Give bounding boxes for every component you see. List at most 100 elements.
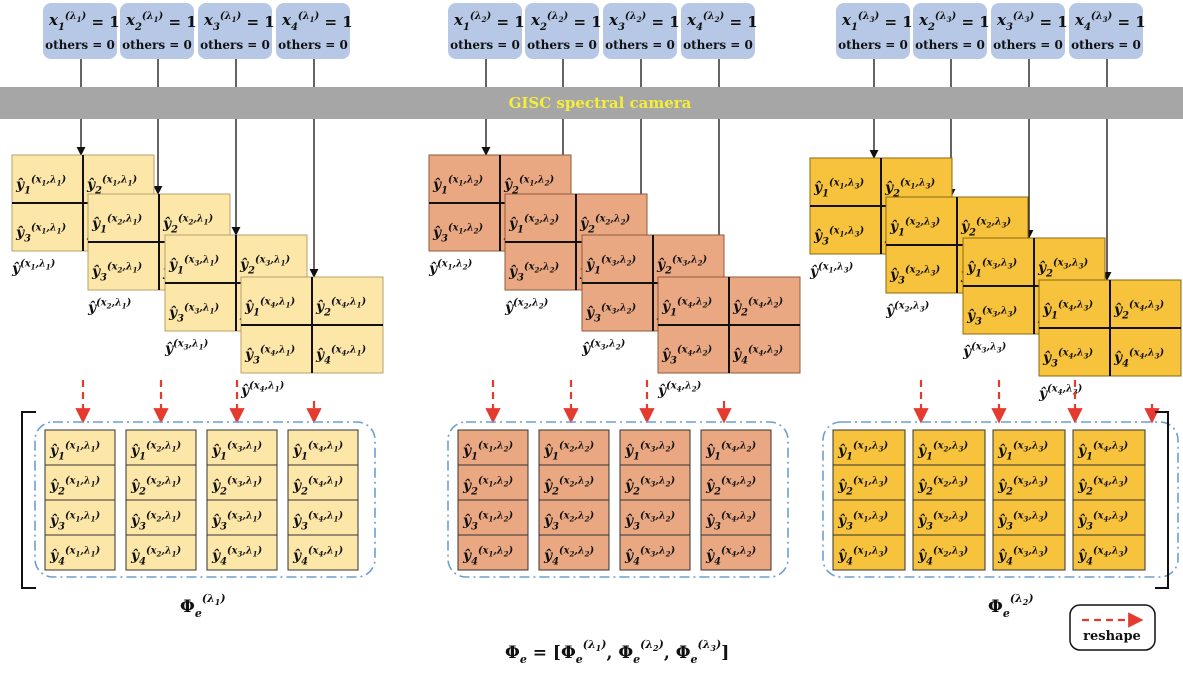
tile-pixel-label: ŷ2(x2,λ1) bbox=[162, 214, 213, 236]
tile-pixel-label: ŷ1(x1,λ1) bbox=[15, 175, 66, 197]
column-cell bbox=[287, 499, 359, 536]
tile-caption: ŷ(x1,λ1) bbox=[11, 259, 56, 277]
column-pixel-label: ŷ4(x1,λ3) bbox=[837, 546, 888, 568]
column-pixel-label: ŷ4(x3,λ1) bbox=[211, 546, 262, 568]
column-pixel-label: ŷ1(x3,λ1) bbox=[211, 441, 262, 463]
column-x1: ŷ1(x1,λ2) ŷ2(x1,λ2) ŷ3(x1,λ2) ŷ4(x1,λ2) bbox=[457, 429, 529, 571]
tile-pixel-label: ŷ2(x1,λ1) bbox=[86, 175, 137, 197]
input-box-others: others = 0 bbox=[915, 38, 985, 52]
input-box bbox=[43, 3, 117, 59]
column-cell bbox=[912, 534, 986, 571]
column-cell bbox=[44, 499, 116, 536]
column-pixel-label: ŷ2(x2,λ2) bbox=[543, 476, 594, 498]
tile-caption: ŷ(x2,λ1) bbox=[87, 298, 132, 316]
input-box bbox=[120, 3, 194, 59]
column-x4: ŷ1(x4,λ2) ŷ2(x4,λ2) ŷ3(x4,λ2) ŷ4(x4,λ2) bbox=[700, 429, 772, 571]
column-cell bbox=[912, 499, 986, 536]
input-box-value: x4(λ3) = 1 bbox=[1074, 11, 1146, 33]
column-x1: ŷ1(x1,λ3) ŷ2(x1,λ3) ŷ3(x1,λ3) ŷ4(x1,λ3) bbox=[832, 429, 906, 571]
column-pixel-label: ŷ3(x2,λ2) bbox=[543, 511, 594, 533]
column-pixel-label: ŷ3(x4,λ2) bbox=[705, 511, 756, 533]
column-pixel-label: ŷ2(x4,λ1) bbox=[292, 476, 343, 498]
phi-label: Φe(λ2) bbox=[988, 592, 1034, 620]
column-x2: ŷ1(x2,λ3) ŷ2(x2,λ3) ŷ3(x2,λ3) ŷ4(x2,λ3) bbox=[912, 429, 986, 571]
column-cell bbox=[206, 499, 278, 536]
column-pixel-label: ŷ1(x1,λ1) bbox=[49, 441, 100, 463]
column-cell bbox=[206, 429, 278, 466]
column-pixel-label: ŷ4(x4,λ1) bbox=[292, 546, 343, 568]
column-pixel-label: ŷ2(x4,λ2) bbox=[705, 476, 756, 498]
tile-caption: ŷ(x3,λ3) bbox=[962, 342, 1007, 360]
column-pixel-label: ŷ2(x2,λ1) bbox=[130, 476, 181, 498]
column-cell bbox=[125, 534, 197, 571]
tile-pixel-label: ŷ3(x1,λ2) bbox=[432, 223, 483, 245]
tile-pixel-label: ŷ2(x2,λ2) bbox=[579, 214, 630, 236]
column-pixel-label: ŷ4(x2,λ1) bbox=[130, 546, 181, 568]
column-pixel-label: ŷ3(x1,λ1) bbox=[49, 511, 100, 533]
tile-pixel-label: ŷ2(x3,λ1) bbox=[239, 255, 290, 277]
column-pixel-label: ŷ1(x1,λ2) bbox=[462, 441, 513, 463]
column-pixel-label: ŷ1(x2,λ2) bbox=[543, 441, 594, 463]
tile-pixel-label: ŷ3(x1,λ3) bbox=[813, 226, 864, 248]
group-frame bbox=[822, 421, 1179, 578]
input-box-others: others = 0 bbox=[45, 38, 115, 52]
column-pixel-label: ŷ2(x3,λ2) bbox=[624, 476, 675, 498]
column-x3: ŷ1(x3,λ3) ŷ2(x3,λ3) ŷ3(x3,λ3) ŷ4(x3,λ3) bbox=[992, 429, 1066, 571]
input-box-value: x3(λ3) = 1 bbox=[996, 11, 1068, 33]
column-pixel-label: ŷ1(x3,λ2) bbox=[624, 441, 675, 463]
input-box bbox=[991, 3, 1065, 59]
column-pixel-label: ŷ1(x2,λ1) bbox=[130, 441, 181, 463]
column-cell bbox=[700, 464, 772, 501]
column-cell bbox=[44, 534, 116, 571]
column-cell bbox=[457, 534, 529, 571]
column-pixel-label: ŷ4(x2,λ2) bbox=[543, 546, 594, 568]
column-cell bbox=[700, 499, 772, 536]
column-x3: ŷ1(x3,λ1) ŷ2(x3,λ1) ŷ3(x3,λ1) ŷ4(x3,λ1) bbox=[206, 429, 278, 571]
input-box-value: x2(λ2) = 1 bbox=[530, 11, 602, 33]
column-cell bbox=[457, 499, 529, 536]
column-pixel-label: ŷ1(x4,λ1) bbox=[292, 441, 343, 463]
tile-pixel-label: ŷ1(x2,λ1) bbox=[91, 214, 142, 236]
camera-label: GISC spectral camera bbox=[509, 94, 692, 112]
input-box-others: others = 0 bbox=[683, 38, 753, 52]
column-cell bbox=[44, 429, 116, 466]
column-x4: ŷ1(x4,λ3) ŷ2(x4,λ3) ŷ3(x4,λ3) ŷ4(x4,λ3) bbox=[1072, 429, 1146, 571]
input-box-value: x3(λ2) = 1 bbox=[608, 11, 680, 33]
column-x4: ŷ1(x4,λ1) ŷ2(x4,λ1) ŷ3(x4,λ1) ŷ4(x4,λ1) bbox=[287, 429, 359, 571]
tile-pixel-label: ŷ4(x4,λ3) bbox=[1113, 348, 1164, 370]
tile-pixel-label: ŷ1(x3,λ1) bbox=[168, 255, 219, 277]
column-pixel-label: ŷ3(x1,λ3) bbox=[837, 511, 888, 533]
tile-pixel-label: ŷ1(x1,λ2) bbox=[432, 175, 483, 197]
tile-caption: ŷ(x4,λ2) bbox=[657, 381, 702, 399]
column-cell bbox=[206, 534, 278, 571]
legend-label: reshape bbox=[1083, 629, 1141, 644]
column-x1: ŷ1(x1,λ1) ŷ2(x1,λ1) ŷ3(x1,λ1) ŷ4(x1,λ1) bbox=[44, 429, 116, 571]
tile-pixel-label: ŷ1(x1,λ3) bbox=[813, 178, 864, 200]
column-pixel-label: ŷ2(x1,λ3) bbox=[837, 476, 888, 498]
input-box-value: x1(λ3) = 1 bbox=[841, 11, 913, 33]
tile-caption: ŷ(x1,λ3) bbox=[809, 262, 854, 280]
column-pixel-label: ŷ2(x1,λ1) bbox=[49, 476, 100, 498]
tile-caption: ŷ(x3,λ1) bbox=[164, 339, 209, 357]
tile-pixel-label: ŷ1(x4,λ3) bbox=[1042, 300, 1093, 322]
tile-pixel-label: ŷ1(x4,λ1) bbox=[244, 297, 295, 319]
input-box bbox=[603, 3, 677, 59]
tile-pixel-label: ŷ2(x1,λ2) bbox=[503, 175, 554, 197]
tile-x4: ŷ1(x4,λ3) ŷ2(x4,λ3)ŷ3(x4,λ3) ŷ4(x4,λ3)ŷ(x4… bbox=[1038, 279, 1182, 402]
column-cell bbox=[1072, 464, 1146, 501]
right-bracket bbox=[1155, 411, 1169, 589]
tile-pixel-label: ŷ2(x2,λ3) bbox=[960, 217, 1011, 239]
column-cell bbox=[125, 464, 197, 501]
tile-caption: ŷ(x2,λ2) bbox=[504, 298, 549, 316]
column-cell bbox=[538, 429, 610, 466]
input-box bbox=[198, 3, 272, 59]
column-pixel-label: ŷ3(x3,λ1) bbox=[211, 511, 262, 533]
column-pixel-label: ŷ3(x3,λ2) bbox=[624, 511, 675, 533]
tile-pixel-label: ŷ1(x3,λ2) bbox=[585, 255, 636, 277]
column-cell bbox=[287, 464, 359, 501]
tile-x4: ŷ1(x4,λ1) ŷ2(x4,λ1) ŷ3(x4,λ1) ŷ4(x4,λ1) ŷ(x4… bbox=[240, 276, 384, 399]
tile-pixel-label: ŷ1(x2,λ2) bbox=[508, 214, 559, 236]
column-cell bbox=[287, 534, 359, 571]
